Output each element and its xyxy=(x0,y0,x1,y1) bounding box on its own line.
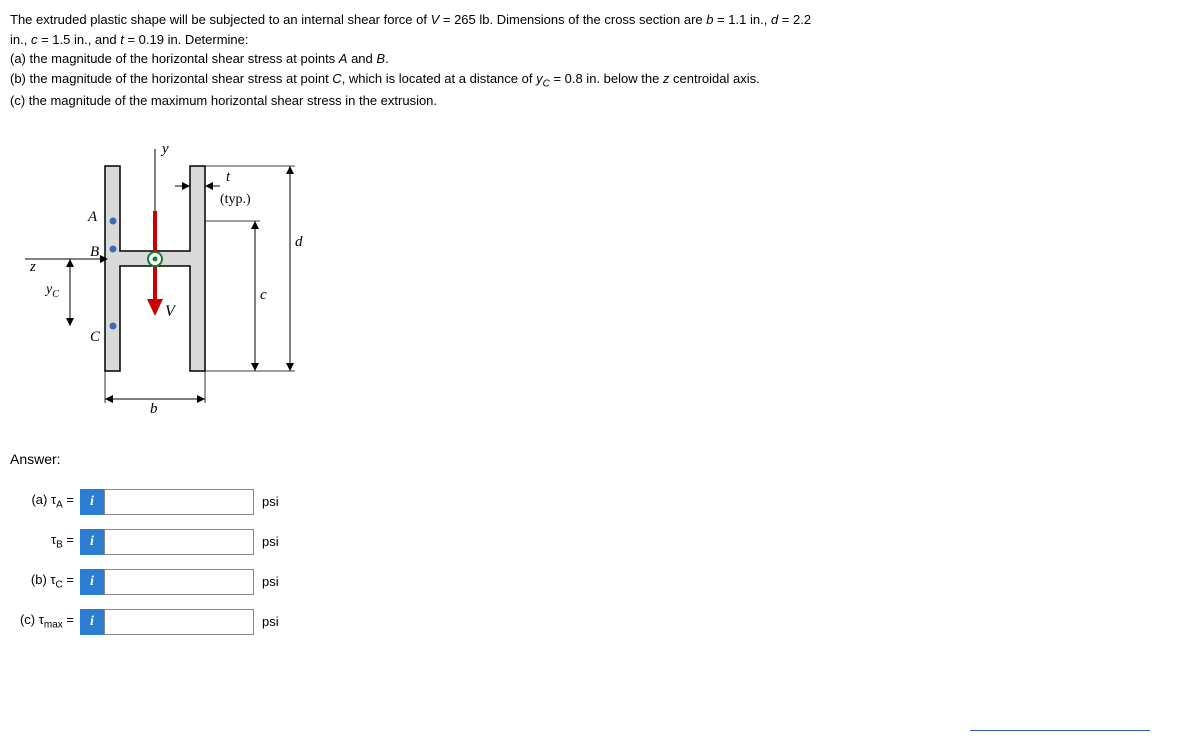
v-arrow-head-icon xyxy=(147,299,163,316)
tau-max-label: (c) τmax = xyxy=(10,612,80,631)
tau-b-label: τB = xyxy=(10,532,80,551)
answer-row-c: (b) τC = i psi xyxy=(10,567,1190,597)
yc-arrow-down-icon xyxy=(66,318,74,326)
text: . xyxy=(385,51,389,66)
tau-c-label: (b) τC = xyxy=(10,572,80,591)
text: and xyxy=(347,51,376,66)
info-icon[interactable]: i xyxy=(80,569,104,595)
yc-arrow-up-icon xyxy=(66,259,74,267)
y-label: y xyxy=(160,141,169,157)
unit-psi: psi xyxy=(262,574,279,589)
bottom-rule xyxy=(970,730,1150,731)
point-c-icon xyxy=(110,322,117,329)
b-arrow-right-icon xyxy=(197,395,205,403)
tau-a-input[interactable] xyxy=(104,489,254,515)
text: (a) the magnitude of the horizontal shea… xyxy=(10,51,339,66)
cross-section-diagram: z y V A B C yC b xyxy=(10,141,310,421)
text: = 1.5 in., and xyxy=(37,32,120,47)
info-icon[interactable]: i xyxy=(80,609,104,635)
unit-psi: psi xyxy=(262,614,279,629)
t-arrow-right-icon xyxy=(182,182,190,190)
d-arrow-down-icon xyxy=(286,363,294,371)
problem-part-a: (a) the magnitude of the horizontal shea… xyxy=(10,49,1190,69)
var-V: V xyxy=(431,12,440,27)
tau-max-input[interactable] xyxy=(104,609,254,635)
z-label: z xyxy=(29,259,36,275)
text: (c) the magnitude of the maximum horizon… xyxy=(10,93,437,108)
problem-statement: The extruded plastic shape will be subje… xyxy=(10,10,1190,111)
text: The extruded plastic shape will be subje… xyxy=(10,12,431,27)
problem-part-c: (c) the magnitude of the maximum horizon… xyxy=(10,91,1190,111)
problem-line-2: in., c = 1.5 in., and t = 0.19 in. Deter… xyxy=(10,30,1190,50)
answer-row-b: τB = i psi xyxy=(10,527,1190,557)
b-dim-label: b xyxy=(150,401,158,417)
text: = 1.1 in., xyxy=(713,12,770,27)
text: = 0.8 in. below the xyxy=(550,71,663,86)
t-label: t xyxy=(226,169,231,185)
c-arrow-down-icon xyxy=(251,363,259,371)
d-arrow-up-icon xyxy=(286,166,294,174)
text: centroidal axis. xyxy=(669,71,759,86)
v-label: V xyxy=(165,303,177,320)
problem-part-b: (b) the magnitude of the horizontal shea… xyxy=(10,69,1190,92)
yc-label: yC xyxy=(44,282,59,300)
point-b-icon xyxy=(110,245,117,252)
b-point-label: B xyxy=(90,244,99,260)
unit-psi: psi xyxy=(262,494,279,509)
text: (b) the magnitude of the horizontal shea… xyxy=(10,71,332,86)
answer-section: Answer: (a) τA = i psi τB = i psi (b) τC… xyxy=(10,451,1190,637)
tau-a-label: (a) τA = xyxy=(10,492,80,511)
d-label: d xyxy=(295,234,303,250)
diagram-svg: z y V A B C yC b xyxy=(10,141,310,421)
info-icon[interactable]: i xyxy=(80,489,104,515)
typ-label: (typ.) xyxy=(220,192,251,207)
t-arrow-left-icon xyxy=(205,182,213,190)
problem-line-1: The extruded plastic shape will be subje… xyxy=(10,10,1190,30)
point-C: C xyxy=(332,71,341,86)
unit-psi: psi xyxy=(262,534,279,549)
c-label: c xyxy=(260,287,267,303)
text: = 2.2 xyxy=(778,12,811,27)
point-a-icon xyxy=(110,217,117,224)
answer-heading: Answer: xyxy=(10,451,1190,467)
text: in., xyxy=(10,32,31,47)
info-icon[interactable]: i xyxy=(80,529,104,555)
c-arrow-up-icon xyxy=(251,221,259,229)
text: = 0.19 in. Determine: xyxy=(124,32,249,47)
text: , which is located at a distance of xyxy=(342,71,536,86)
tau-c-input[interactable] xyxy=(104,569,254,595)
c-point-label: C xyxy=(90,329,101,345)
point-B: B xyxy=(376,51,385,66)
var-yc-sub: C xyxy=(543,78,550,89)
tau-b-input[interactable] xyxy=(104,529,254,555)
answer-row-max: (c) τmax = i psi xyxy=(10,607,1190,637)
answer-row-a: (a) τA = i psi xyxy=(10,487,1190,517)
centroid-dot-icon xyxy=(153,256,158,261)
b-arrow-left-icon xyxy=(105,395,113,403)
a-label: A xyxy=(87,209,98,225)
text: = 265 lb. Dimensions of the cross sectio… xyxy=(439,12,706,27)
